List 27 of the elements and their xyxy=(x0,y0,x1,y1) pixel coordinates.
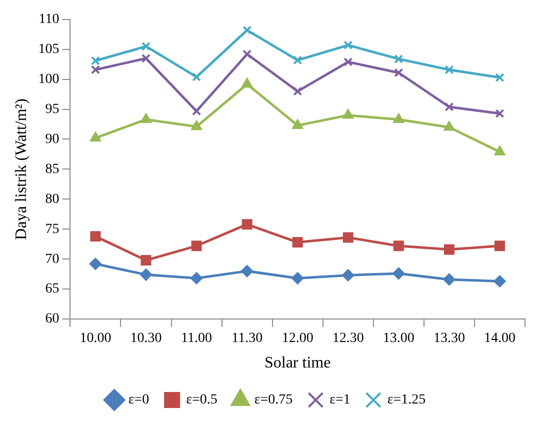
legend-label: ε=1 xyxy=(330,392,350,408)
x-tick-label: 12.30 xyxy=(332,331,364,346)
y-tick-label: 75 xyxy=(45,222,60,237)
y-tick-label: 100 xyxy=(38,72,60,87)
y-tick-label: 110 xyxy=(38,12,60,28)
x-tick-label: 12.00 xyxy=(282,331,314,346)
x-axis-title: Solar time xyxy=(264,354,331,372)
x-tick-label: 11.00 xyxy=(181,331,212,346)
legend-label: ε=0.75 xyxy=(254,392,293,408)
y-tick-label: 70 xyxy=(45,252,60,267)
x-tick-label: 11.30 xyxy=(232,331,263,346)
y-tick-label: 80 xyxy=(45,192,60,207)
legend-label: ε=0 xyxy=(128,392,150,408)
x-tick-label: 10.00 xyxy=(80,331,112,346)
y-tick-label: 85 xyxy=(45,162,60,177)
x-tick-label: 13.30 xyxy=(433,331,465,346)
y-axis-title: Daya listrik (Watt/m²) xyxy=(12,98,30,240)
y-tick-label: 90 xyxy=(45,132,60,147)
y-tick-label: 65 xyxy=(45,282,60,297)
x-tick-label: 10.30 xyxy=(130,331,162,346)
legend-label: ε=0.5 xyxy=(186,392,218,408)
y-tick-label: 95 xyxy=(45,102,60,117)
legend-label: ε=1.25 xyxy=(387,392,426,408)
y-tick-label: 105 xyxy=(38,42,60,58)
x-tick-label: 13.00 xyxy=(382,331,414,346)
y-tick-label: 60 xyxy=(45,312,60,327)
x-tick-label: 14.00 xyxy=(484,331,516,346)
